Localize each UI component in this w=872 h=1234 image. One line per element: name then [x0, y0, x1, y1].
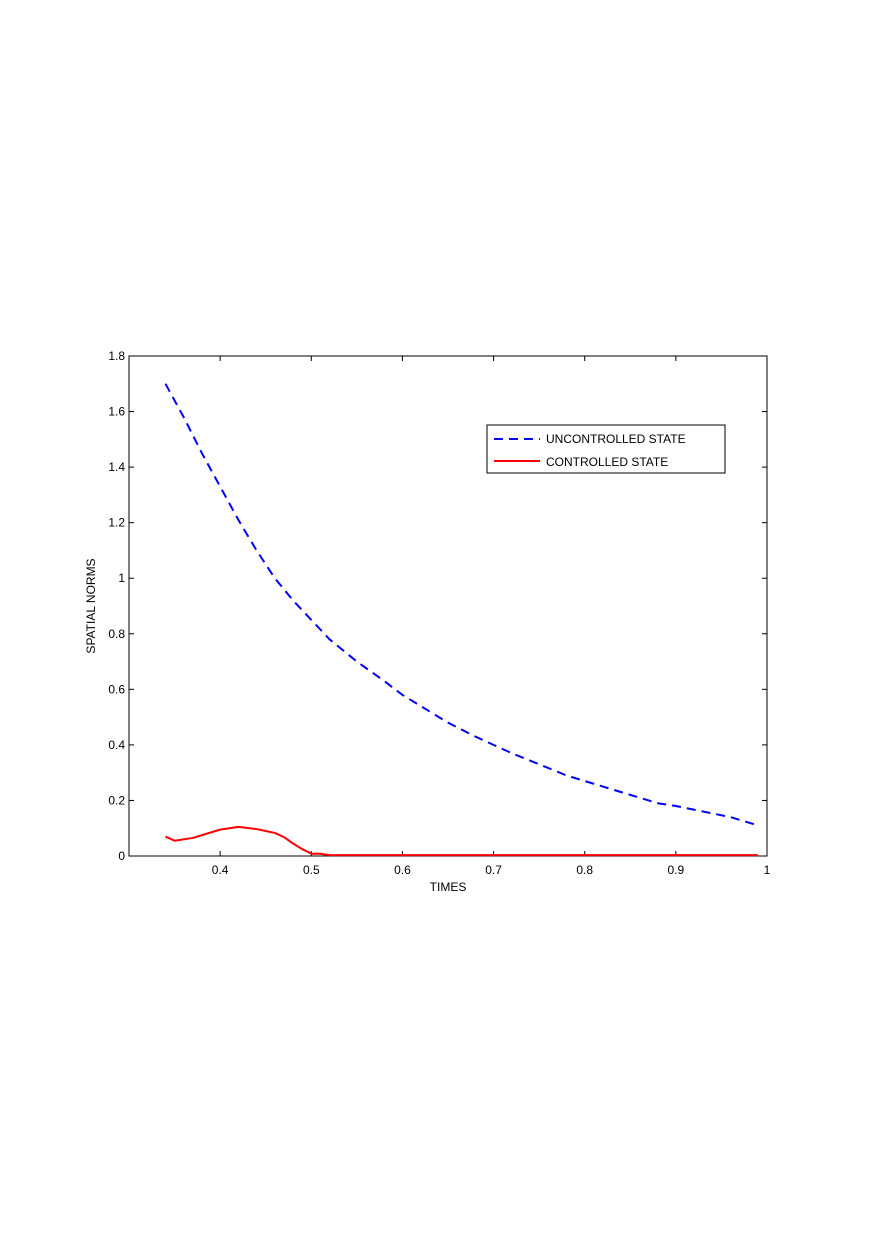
x-tick-label: 0.4 — [212, 863, 229, 877]
y-tick-label: 0.4 — [108, 738, 125, 752]
y-tick-label: 0.8 — [108, 627, 125, 641]
y-tick-label: 1.8 — [108, 349, 125, 363]
x-tick-label: 0.8 — [576, 863, 593, 877]
x-tick-label: 0.6 — [394, 863, 411, 877]
y-tick-label: 0 — [118, 849, 125, 863]
x-tick-label: 0.7 — [485, 863, 502, 877]
legend-box — [486, 424, 726, 474]
x-tick-label: 1 — [764, 863, 771, 877]
y-tick-label: 1 — [118, 571, 125, 585]
series-line-uncontrolled — [164, 383, 759, 827]
y-axis-ticks: 0 0.2 0.4 0.6 0.8 1 1.2 1.4 1.6 1.8 — [108, 349, 767, 863]
y-tick-label: 1.6 — [108, 405, 125, 419]
series-layer — [164, 383, 759, 857]
x-axis-label: TIMES — [430, 880, 467, 894]
y-tick-label: 0.2 — [108, 793, 125, 807]
series-line-controlled — [165, 825, 758, 857]
legend-label-controlled: CONTROLLED STATE — [546, 455, 668, 469]
x-tick-label: 0.5 — [303, 863, 320, 877]
y-tick-label: 1.4 — [108, 460, 125, 474]
y-axis-label: SPATIAL NORMS — [84, 558, 98, 653]
y-tick-label: 0.6 — [108, 682, 125, 696]
legend-label-uncontrolled: UNCONTROLLED STATE — [546, 432, 686, 446]
y-tick-label: 1.2 — [108, 516, 125, 530]
legend: UNCONTROLLED STATE CONTROLLED STATE — [486, 424, 726, 474]
x-tick-label: 0.9 — [668, 863, 685, 877]
